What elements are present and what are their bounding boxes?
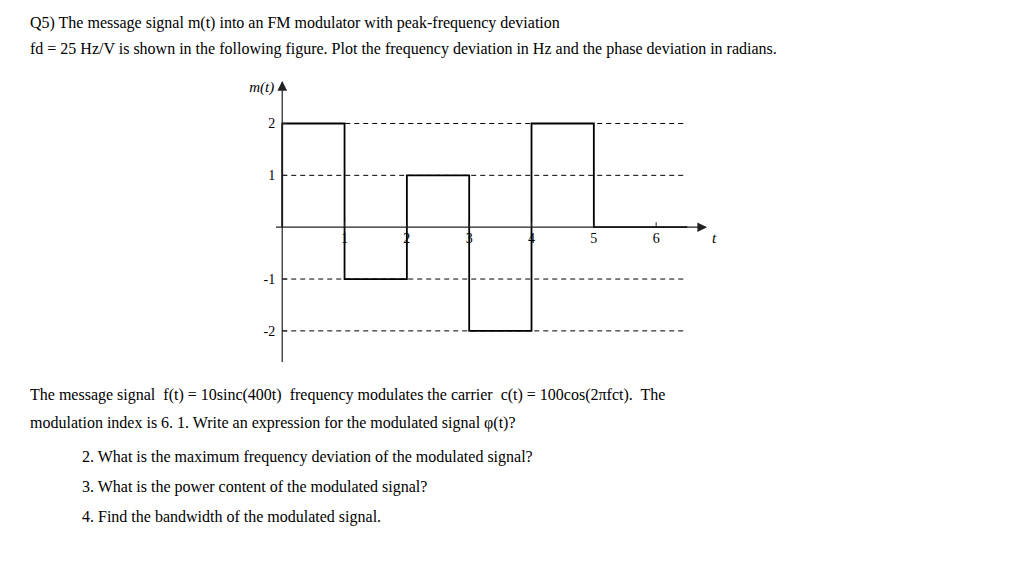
y-tick-label: 2 [268,116,275,131]
y-tick-label: -1 [264,272,276,287]
x-tick [593,222,594,227]
x-tick [469,222,470,227]
y-tick [282,175,287,176]
reference-line [282,279,687,280]
y-tick [282,279,287,280]
x-axis-label: t [712,230,717,246]
x-axis [276,227,706,228]
reference-line [282,175,687,176]
paragraph: 4. Find the bandwidth of the modulated s… [82,508,381,526]
paragraph: 3. What is the power content of the modu… [82,478,427,496]
title: Q5) The message signal m(t) into an FM m… [30,14,560,32]
x-tick [344,222,345,227]
x-tick-label: 3 [466,231,473,246]
x-tick-label: 5 [590,231,597,246]
x-tick-label: 2 [403,231,410,246]
x-tick [656,222,657,227]
subtitle: fd = 25 Hz/V is shown in the following f… [30,40,777,58]
y-tick-label: 1 [268,168,275,183]
x-tick-label: 1 [341,231,348,246]
x-tick-label: 6 [653,231,660,246]
y-axis [282,82,283,362]
y-tick [282,330,287,331]
y-axis-label: m(t) [249,79,274,96]
y-tick [282,123,287,124]
x-tick [406,222,407,227]
paragraph: modulation index is 6. 1. Write an expre… [30,414,516,432]
x-tick [531,222,532,227]
chart: Q5) The message signal m(t) into an FM m… [0,0,1024,587]
y-tick-label: -2 [264,324,276,339]
paragraph: 2. What is the maximum frequency deviati… [82,448,533,466]
paragraph: The message signal f(t) = 10sinc(400t) f… [30,386,665,404]
x-tick-label: 4 [528,231,535,246]
